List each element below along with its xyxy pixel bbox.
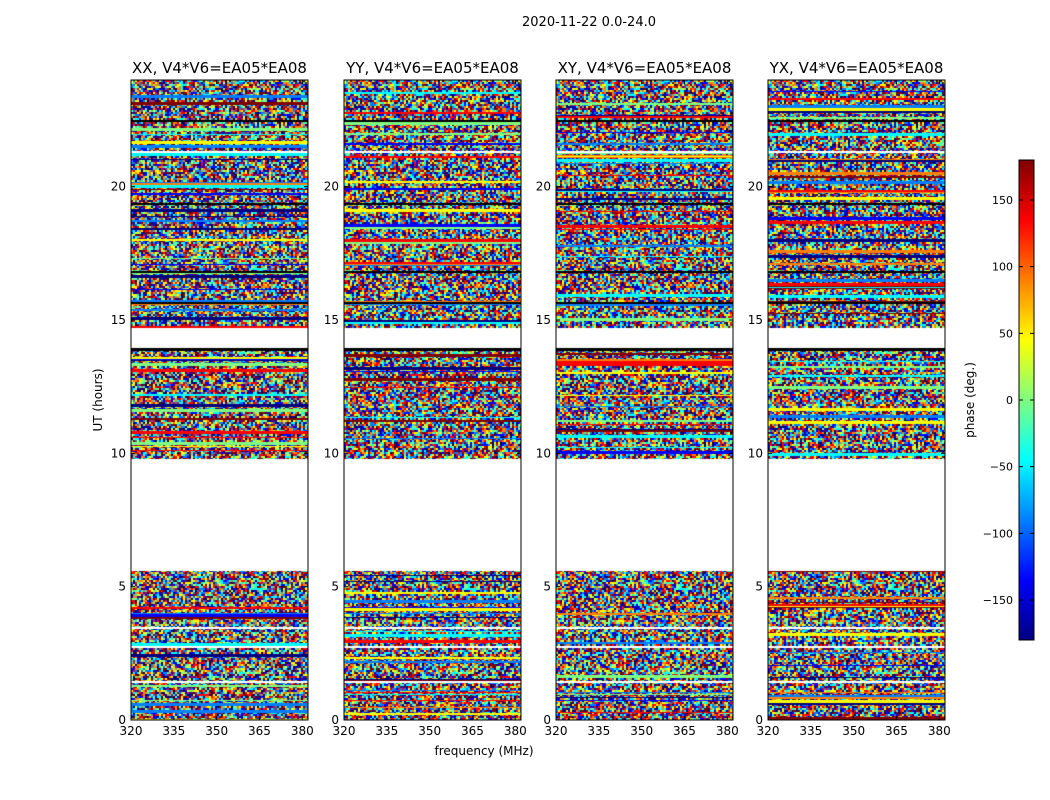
x-tick-label: 380 <box>928 724 951 738</box>
panel-title: YY, V4*V6=EA05*EA08 <box>345 59 519 77</box>
x-tick-label: 335 <box>587 724 610 738</box>
colorbar-tick-label: 0 <box>1006 394 1013 407</box>
x-tick-label: 365 <box>248 724 271 738</box>
colorbar-ticks: 150 100 50 0 −50 −100 −150 <box>983 194 1034 607</box>
panel-frame <box>767 79 946 721</box>
x-tick-label: 365 <box>885 724 908 738</box>
x-tick-label: 335 <box>162 724 185 738</box>
panel-title: XY, V4*V6=EA05*EA08 <box>558 59 732 77</box>
panel-heatmap-image <box>768 80 945 720</box>
y-tick-label: 5 <box>118 580 126 594</box>
colorbar: 150 100 50 0 −50 −100 −150 phase (deg.) <box>963 159 1035 641</box>
x-tick-label: 350 <box>630 724 653 738</box>
colorbar-tick-label: −50 <box>990 461 1013 474</box>
y-tick-label: 20 <box>111 180 126 194</box>
colorbar-tick-label: −100 <box>983 527 1013 540</box>
y-tick-label: 5 <box>755 580 763 594</box>
panel-heatmap-image <box>344 80 521 720</box>
colorbar-label: phase (deg.) <box>963 362 977 438</box>
panel-3: XY, V4*V6=EA05*EA08 320 335 350 365 380 0 5 10 15… <box>536 59 739 738</box>
x-tick-label: 320 <box>120 724 143 738</box>
panel-frame <box>130 79 309 721</box>
y-axis-label: UT (hours) <box>91 368 105 431</box>
x-axis-label: frequency (MHz) <box>434 744 533 758</box>
y-tick-label: 15 <box>536 313 551 327</box>
y-tick-label: 15 <box>324 313 339 327</box>
x-tick-label: 380 <box>716 724 739 738</box>
y-tick-label: 5 <box>331 580 339 594</box>
x-tick-label: 335 <box>375 724 398 738</box>
y-tick-label: 20 <box>748 180 763 194</box>
x-tick-label: 320 <box>333 724 356 738</box>
x-tick-label: 350 <box>842 724 865 738</box>
x-tick-label: 320 <box>757 724 780 738</box>
panel-heatmap-image <box>131 80 308 720</box>
y-tick-label: 0 <box>543 713 551 727</box>
panel-1: XX, V4*V6=EA05*EA08 320 335 350 365 380 0 5 10 15… <box>111 59 314 738</box>
y-tick-label: 0 <box>118 713 126 727</box>
y-tick-label: 0 <box>755 713 763 727</box>
x-tick-label: 350 <box>418 724 441 738</box>
figure-suptitle: 2020-11-22 0.0-24.0 <box>522 15 656 30</box>
colorbar-tick-label: 50 <box>999 327 1013 340</box>
panel-frame <box>343 79 522 721</box>
y-tick-label: 15 <box>748 313 763 327</box>
y-tick-label: 10 <box>111 446 126 460</box>
x-tick-label: 365 <box>461 724 484 738</box>
panel-title: XX, V4*V6=EA05*EA08 <box>132 59 307 77</box>
y-tick-label: 5 <box>543 580 551 594</box>
colorbar-tick-label: −150 <box>983 594 1013 607</box>
x-tick-label: 380 <box>504 724 527 738</box>
x-tick-label: 365 <box>673 724 696 738</box>
x-tick-label: 320 <box>545 724 568 738</box>
panel-frame <box>555 79 734 721</box>
y-tick-label: 20 <box>536 180 551 194</box>
y-tick-label: 15 <box>111 313 126 327</box>
y-tick-label: 10 <box>748 446 763 460</box>
panel-title: YX, V4*V6=EA05*EA08 <box>769 59 944 77</box>
x-tick-label: 335 <box>799 724 822 738</box>
panel-4: YX, V4*V6=EA05*EA08 320 335 350 365 380 0 5 10 15… <box>748 59 951 738</box>
panel-2: YY, V4*V6=EA05*EA08 320 335 350 365 380 0 5 10 15… <box>324 59 527 738</box>
x-tick-label: 380 <box>291 724 314 738</box>
colorbar-tick-label: 150 <box>992 194 1013 207</box>
y-tick-label: 0 <box>331 713 339 727</box>
y-tick-label: 20 <box>324 180 339 194</box>
panel-heatmap-image <box>556 80 733 720</box>
panels-group: XX, V4*V6=EA05*EA08 320 335 350 365 380 0 5 10 15… <box>111 59 951 738</box>
colorbar-tick-label: 100 <box>992 261 1013 274</box>
y-tick-label: 10 <box>536 446 551 460</box>
x-tick-label: 350 <box>205 724 228 738</box>
y-tick-label: 10 <box>324 446 339 460</box>
